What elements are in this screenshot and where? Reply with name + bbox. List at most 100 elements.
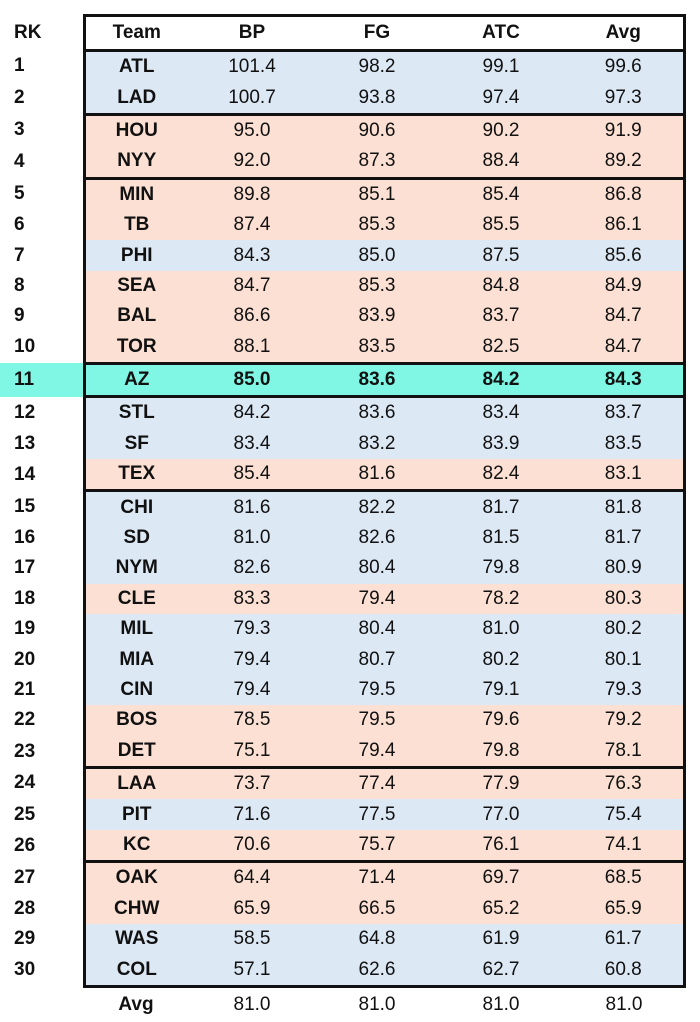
cell-atc: 76.1 [438,829,564,864]
table-row: 29 WAS 58.5 64.8 61.9 61.7 [0,923,686,955]
cell-rk: 11 [0,363,84,397]
cell-fg: 79.5 [316,705,438,736]
cell-fg: 80.7 [316,644,438,675]
cell-team: CHI [82,490,188,523]
cell-bp: 79.3 [188,614,316,645]
cell-team: SD [82,522,188,554]
header-avg: Avg [564,14,686,52]
cell-avg: 85.6 [564,240,686,271]
cell-team: CHW [82,893,188,924]
footer-label: Avg [118,993,154,1015]
cell-atc: 65.2 [438,893,564,924]
cell-rk: 24 [14,772,36,794]
cell-bp: 84.7 [188,270,316,302]
table-row: 18 CLE 83.3 79.4 78.2 80.3 [0,583,686,615]
cell-avg: 80.3 [564,583,686,615]
cell-avg: 89.2 [564,146,686,180]
cell-atc: 85.4 [438,178,564,210]
cell-atc: 62.7 [438,954,564,988]
header-bp: BP [188,14,316,52]
cell-avg: 83.1 [564,459,686,493]
cell-avg: 97.3 [564,82,686,116]
cell-atc: 97.4 [438,82,564,116]
cell-fg: 83.6 [316,363,438,399]
cell-rk: 14 [14,464,36,486]
cell-bp: 81.0 [188,522,316,554]
cell-fg: 90.6 [316,114,438,147]
table-row: 19 MIL 79.3 80.4 81.0 80.2 [0,614,686,645]
cell-avg: 84.3 [564,363,686,399]
cell-fg: 64.8 [316,923,438,955]
cell-team: AZ [82,363,188,399]
cell-fg: 98.2 [316,50,438,83]
cell-team: TEX [82,459,188,493]
cell-rk: 13 [14,432,36,454]
footer-avg: 81.0 [605,993,643,1015]
cell-atc: 87.5 [438,240,564,271]
cell-rk: 12 [14,401,36,423]
cell-bp: 92.0 [188,146,316,180]
cell-avg: 79.2 [564,705,686,736]
cell-fg: 83.2 [316,428,438,460]
cell-team: MIA [82,644,188,675]
footer-rk-empty [0,986,84,1022]
table-row: 8 SEA 84.7 85.3 84.8 84.9 [0,270,686,302]
cell-rk: 16 [14,527,36,549]
cell-avg: 84.7 [564,331,686,365]
cell-atc: 79.8 [438,735,564,769]
cell-fg: 82.2 [316,490,438,523]
cell-bp: 82.6 [188,553,316,584]
table-row: 12 STL 84.2 83.6 83.4 83.7 [0,396,686,429]
cell-avg: 84.9 [564,270,686,302]
cell-bp: 84.2 [188,396,316,429]
table-row: 30 COL 57.1 62.6 62.7 60.8 [0,954,686,988]
cell-avg: 81.8 [564,490,686,523]
cell-atc: 83.4 [438,396,564,429]
cell-rk: 2 [14,87,25,109]
cell-avg: 80.1 [564,644,686,675]
table-row: 3 HOU 95.0 90.6 90.2 91.9 [0,114,686,147]
cell-avg: 99.6 [564,50,686,83]
table-body: 1 ATL 101.4 98.2 99.1 99.6 2 LAD 100.7 93.8 97.4 97… [0,50,686,988]
cell-avg: 80.2 [564,614,686,645]
cell-team: STL [82,396,188,429]
cell-rk: 8 [14,274,25,296]
cell-team: CLE [82,583,188,615]
cell-team: KC [82,829,188,864]
cell-rk: 9 [14,305,25,327]
cell-team: LAA [82,767,188,800]
cell-avg: 83.5 [564,428,686,460]
cell-fg: 83.5 [316,331,438,365]
cell-bp: 85.4 [188,459,316,493]
cell-fg: 77.5 [316,799,438,830]
footer-fg: 81.0 [358,993,396,1015]
cell-team: CIN [82,674,188,706]
table-row: 5 MIN 89.8 85.1 85.4 86.8 [0,178,686,210]
cell-team: ATL [82,50,188,83]
cell-fg: 75.7 [316,829,438,864]
cell-rk: 29 [14,928,36,950]
footer-bp: 81.0 [233,993,271,1015]
cell-rk: 20 [14,648,36,670]
cell-team: PIT [82,799,188,830]
table-row: 28 CHW 65.9 66.5 65.2 65.9 [0,893,686,924]
table-row: 15 CHI 81.6 82.2 81.7 81.8 [0,490,686,523]
header-fg: FG [316,14,438,52]
cell-avg: 91.9 [564,114,686,147]
cell-rk: 4 [14,151,25,173]
cell-atc: 79.1 [438,674,564,706]
cell-avg: 61.7 [564,923,686,955]
cell-fg: 79.4 [316,583,438,615]
cell-team: NYM [82,553,188,584]
cell-bp: 89.8 [188,178,316,210]
cell-avg: 74.1 [564,829,686,864]
cell-rk: 6 [14,214,25,236]
table-row: 26 KC 70.6 75.7 76.1 74.1 [0,829,686,864]
cell-bp: 86.6 [188,301,316,332]
cell-rk: 21 [14,679,36,700]
cell-avg: 84.7 [564,301,686,332]
cell-bp: 88.1 [188,331,316,365]
cell-atc: 88.4 [438,146,564,180]
header-rk: RK [14,22,42,43]
cell-rk: 30 [14,959,36,981]
